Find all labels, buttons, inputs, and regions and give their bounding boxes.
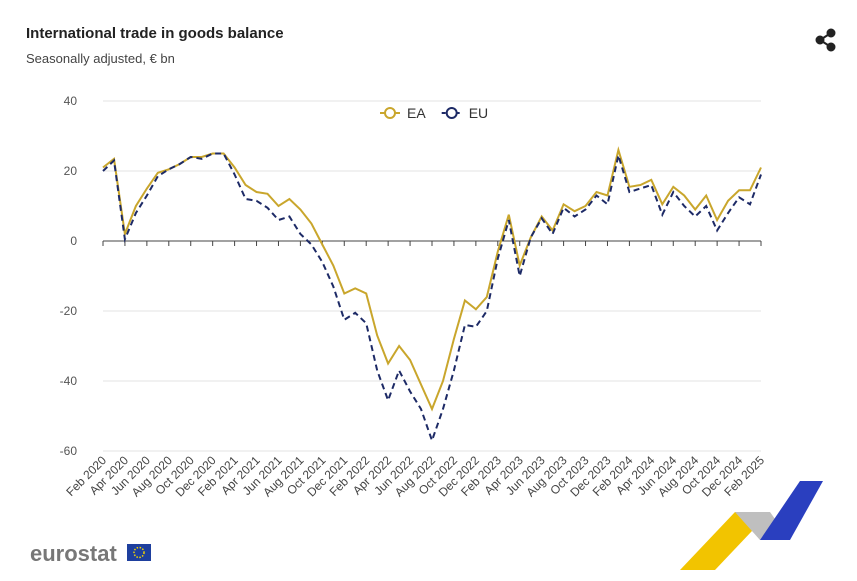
chart-subtitle: Seasonally adjusted, € bn	[26, 51, 175, 66]
y-tick-label: 40	[64, 94, 78, 108]
y-tick-label: 20	[64, 164, 78, 178]
eu-stars	[133, 546, 145, 559]
y-tick-label: 0	[70, 234, 77, 248]
series-line	[102, 146, 762, 412]
deco-yellow	[680, 512, 770, 570]
logo-text: eurostat	[30, 541, 117, 566]
share-icon[interactable]	[815, 28, 836, 52]
legend-label: EA	[407, 105, 426, 121]
y-tick-label: -60	[60, 444, 78, 458]
series-line	[102, 151, 762, 444]
legend-marker	[445, 107, 458, 119]
chart-title: International trade in goods balance	[26, 25, 284, 42]
legend-marker	[384, 107, 396, 119]
deco-blue	[760, 481, 823, 540]
legend-label: EU	[469, 105, 488, 121]
y-tick-label: -20	[60, 304, 78, 318]
y-tick-label: -40	[60, 374, 78, 388]
eu-flag	[127, 544, 151, 561]
